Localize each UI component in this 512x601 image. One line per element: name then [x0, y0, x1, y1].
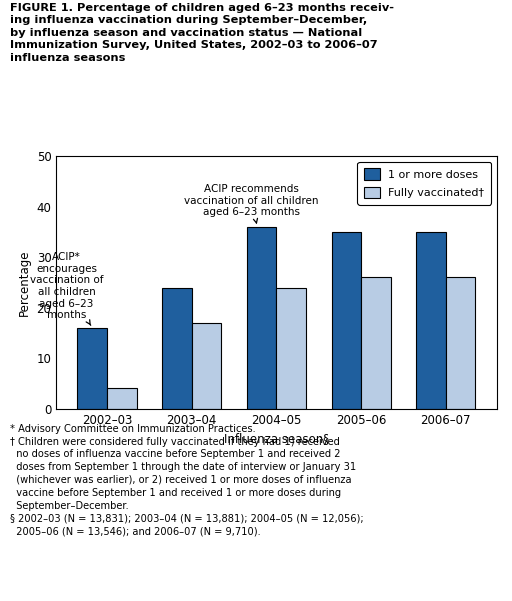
Bar	[192, 323, 222, 409]
Bar	[77, 328, 107, 409]
Text: ACIP recommends
vaccination of all children
aged 6–23 months: ACIP recommends vaccination of all child…	[184, 184, 318, 223]
Bar	[416, 232, 446, 409]
Legend: 1 or more doses, Fully vaccinated†: 1 or more doses, Fully vaccinated†	[357, 162, 491, 205]
Text: * Advisory Committee on Immunization Practices.
† Children were considered fully: * Advisory Committee on Immunization Pra…	[10, 424, 364, 536]
Text: ACIP*
encourages
vaccination of
all children
aged 6–23
months: ACIP* encourages vaccination of all chil…	[30, 252, 103, 325]
Bar	[332, 232, 361, 409]
Bar	[107, 388, 137, 409]
Bar	[446, 278, 476, 409]
Y-axis label: Percentage: Percentage	[18, 249, 31, 316]
Bar	[247, 227, 276, 409]
Bar	[162, 287, 192, 409]
Text: FIGURE 1. Percentage of children aged 6–23 months receiv-
ing influenza vaccinat: FIGURE 1. Percentage of children aged 6–…	[10, 3, 394, 63]
Bar	[361, 278, 391, 409]
Bar	[276, 287, 306, 409]
X-axis label: Influenza season§: Influenza season§	[224, 432, 329, 445]
